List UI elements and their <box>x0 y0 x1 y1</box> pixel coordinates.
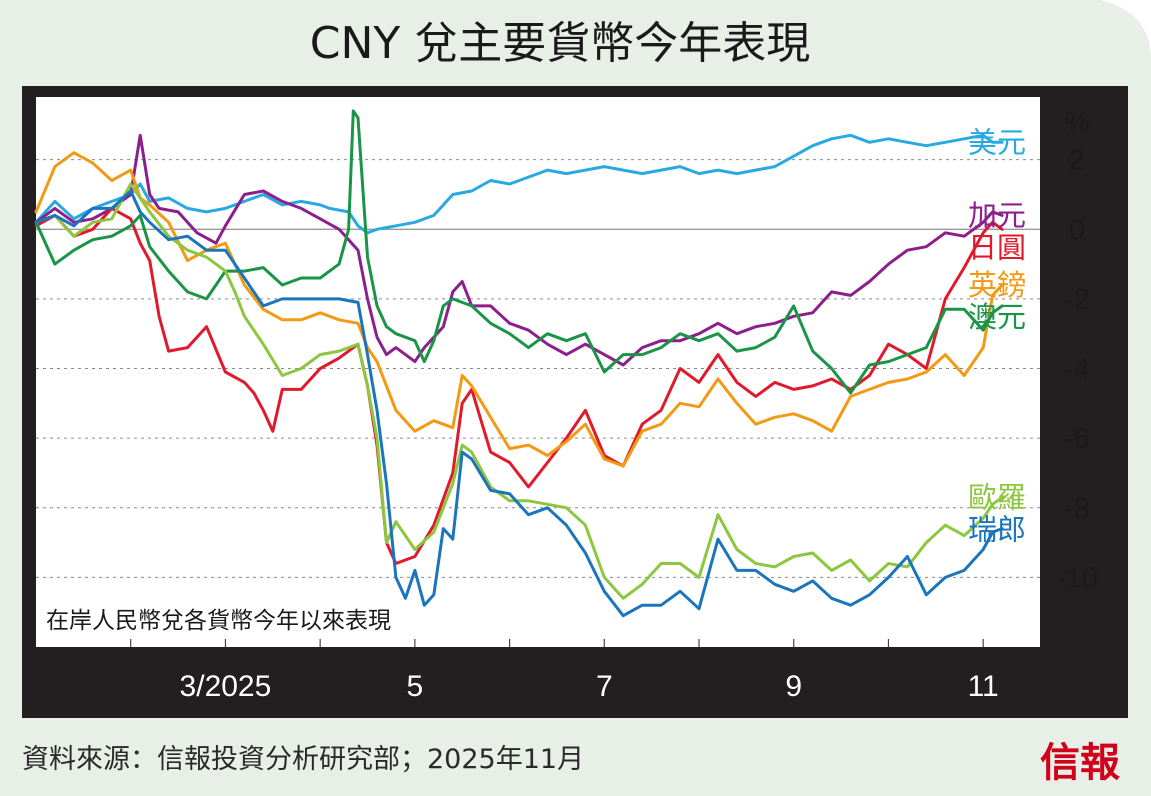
brand-logo: 信報 <box>1040 739 1120 786</box>
y-tick-label: -6 <box>1064 423 1090 455</box>
x-tick-label: 5 <box>407 670 424 703</box>
chart-title: CNY 兌主要貨幣今年表現 <box>310 18 811 69</box>
x-ticks: 3/2025 5 7 9 11 <box>130 639 999 703</box>
series-line <box>34 109 1004 395</box>
series-line <box>34 133 1004 235</box>
y-tick-label: -10 <box>1056 562 1098 594</box>
x-tick-label: 9 <box>785 670 802 703</box>
corner-decoration <box>1100 0 1151 60</box>
series-line <box>34 189 1004 618</box>
gridlines <box>36 159 1040 578</box>
series-label: 瑞郎 <box>968 512 1026 546</box>
series-label: 日圓 <box>968 230 1026 264</box>
series-line <box>34 182 1004 600</box>
chart-annotation: 在岸人民幣兌各貨幣今年以來表現 <box>46 608 391 634</box>
series-label: 加元 <box>968 198 1026 232</box>
series-label: 澳元 <box>968 300 1026 334</box>
x-tick-label: 7 <box>596 670 613 703</box>
y-tick-label: 0 <box>1069 214 1085 246</box>
series-line <box>34 206 1004 565</box>
source-note: 資料來源：信報投資分析研究部；2025年11月 <box>22 744 584 775</box>
y-tick-label: -2 <box>1064 284 1090 316</box>
series-label: 英鎊 <box>968 268 1026 302</box>
y-tick-label: -8 <box>1064 493 1090 525</box>
series-line <box>34 133 1004 367</box>
y-tick-label: -4 <box>1064 354 1090 386</box>
x-tick-label: 11 <box>968 670 999 703</box>
y-tick-label: 2 <box>1069 145 1085 177</box>
series-label: 歐羅 <box>968 480 1026 514</box>
series-lines <box>34 109 1004 618</box>
y-tick-labels: 2 0 -2 -4 -6 -8 -10 <box>1056 145 1098 595</box>
series-line <box>34 151 1004 468</box>
series-label: 美元 <box>968 125 1026 159</box>
y-axis-unit: % <box>1064 107 1090 139</box>
x-tick-label: 3/2025 <box>180 670 272 703</box>
